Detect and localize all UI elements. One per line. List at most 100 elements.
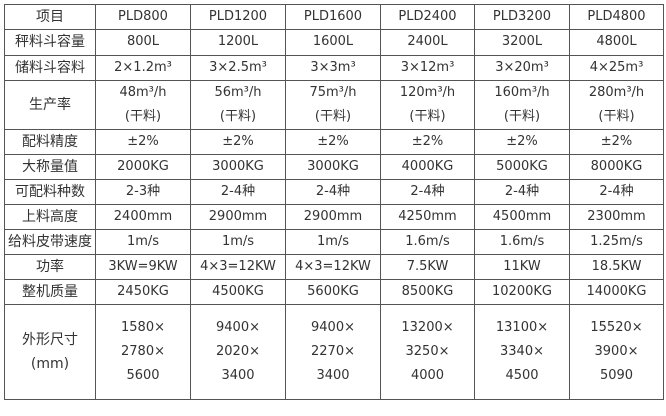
table-cell: 56m³/h (干料) xyxy=(190,80,286,130)
row-label: 储料斗容料 xyxy=(4,55,96,81)
table-cell: 2-4种 xyxy=(569,179,664,205)
table-cell: 11KW xyxy=(474,254,570,280)
row-label: 功率 xyxy=(4,254,96,280)
table-cell: 4800L xyxy=(569,29,664,56)
table-cell: 1200L xyxy=(190,29,286,56)
table-cell: 4×3=12KW xyxy=(285,254,381,280)
row-label: 秤料斗容量 xyxy=(4,29,96,56)
table-cell: 3200L xyxy=(474,29,570,56)
table-cell: 2300mm xyxy=(569,204,664,230)
header-row: 项目 PLD800 PLD1200 PLD1600 PLD2400 PLD320… xyxy=(4,4,664,30)
table-cell: 2000KG xyxy=(95,154,191,180)
table-cell: 10200KG xyxy=(474,279,570,305)
table-cell: 2900mm xyxy=(190,204,286,230)
table-cell: ±2% xyxy=(190,129,286,155)
table-row: 大称量值 2000KG 3000KG 3000KG 4000KG 5000KG 8000KG xyxy=(4,154,664,180)
table-cell: 4500mm xyxy=(474,204,570,230)
row-label: 整机质量 xyxy=(4,279,96,305)
table-cell: 4×3=12KW xyxy=(190,254,286,280)
table-cell: 3000KG xyxy=(190,154,286,180)
header-cell: PLD800 xyxy=(95,4,191,30)
table-cell: 3×3m³ xyxy=(285,55,381,81)
header-cell: PLD4800 xyxy=(569,4,664,30)
table-cell: 5600KG xyxy=(285,279,381,305)
table-cell: 8000KG xyxy=(569,154,664,180)
table-cell: 4500KG xyxy=(190,279,286,305)
spec-table: 项目 PLD800 PLD1200 PLD1600 PLD2400 PLD320… xyxy=(4,4,664,400)
table-row: 可配料种数 2-3种 2-4种 2-4种 2-4种 2-4种 2-4种 xyxy=(4,179,664,205)
cell-line: 4500 xyxy=(505,368,539,383)
table-cell: 2-4种 xyxy=(380,179,475,205)
table-row: 上料高度 2400mm 2900mm 2900mm 4250mm 4500mm 2300mm xyxy=(4,204,664,230)
cell-line: 3400 xyxy=(316,368,350,383)
cell-line: 9400× xyxy=(216,320,260,335)
table-cell: 1m/s xyxy=(190,229,286,255)
table-cell: 2900mm xyxy=(285,204,381,230)
table-cell: 7.5KW xyxy=(380,254,475,280)
cell-line: 48m³/h xyxy=(119,85,167,100)
table-cell: 2400mm xyxy=(95,204,191,230)
table-cell: 1.6m/s xyxy=(380,229,475,255)
table-cell: 2×1.2m³ xyxy=(95,55,191,81)
table-cell: 3000KG xyxy=(285,154,381,180)
table-row: 秤料斗容量 800L 1200L 1600L 2400L 3200L 4800L xyxy=(4,29,664,56)
table-cell: 9400× 2020× 3400 xyxy=(190,304,286,400)
cell-line: 5600 xyxy=(126,368,160,383)
cell-line: 5090 xyxy=(599,368,634,383)
spec-table-body: 项目 PLD800 PLD1200 PLD1600 PLD2400 PLD320… xyxy=(4,4,664,400)
table-cell: 9400× 2270× 3400 xyxy=(285,304,381,400)
table-row: 生产率 48m³/h (干料) 56m³/h (干料) 75m³/h (干料) 120m³/h… xyxy=(4,80,664,130)
row-label: 外形尺寸 (mm) xyxy=(4,304,96,400)
table-cell: 18.5KW xyxy=(569,254,664,280)
table-cell: 3×12m³ xyxy=(380,55,475,81)
table-cell: 2-4种 xyxy=(474,179,570,205)
table-cell: 4000KG xyxy=(380,154,475,180)
cell-line: 9400× xyxy=(311,320,355,335)
table-row: 配料精度 ±2% ±2% ±2% ±2% ±2% ±2% xyxy=(4,129,664,155)
row-label: 配料精度 xyxy=(4,129,96,155)
cell-line: 2270× xyxy=(311,344,355,359)
cell-line: (干料) xyxy=(503,109,541,124)
table-cell: 280m³/h (干料) xyxy=(569,80,664,130)
table-cell: 3KW=9KW xyxy=(95,254,191,280)
cell-line: 75m³/h xyxy=(309,85,357,100)
table-cell: 75m³/h (干料) xyxy=(285,80,381,130)
table-row: 整机质量 2450KG 4500KG 5600KG 8500KG 10200KG 14000… xyxy=(4,279,664,305)
table-cell: 120m³/h (干料) xyxy=(380,80,475,130)
cell-line: 15520× xyxy=(590,320,643,335)
cell-line: 4000 xyxy=(410,368,445,383)
cell-line: 2020× xyxy=(216,344,260,359)
cell-line: 280m³/h xyxy=(588,85,645,100)
table-cell: 13200× 3250× 4000 xyxy=(380,304,475,400)
cell-line: 3400 xyxy=(221,368,255,383)
table-cell: 1m/s xyxy=(95,229,191,255)
cell-line: 160m³/h xyxy=(494,85,550,100)
cell-line: (干料) xyxy=(219,109,257,124)
cell-line: 外形尺寸 xyxy=(22,332,78,348)
row-label: 上料高度 xyxy=(4,204,96,230)
table-cell: 5000KG xyxy=(474,154,570,180)
row-label: 可配料种数 xyxy=(4,179,96,205)
table-cell: 2-3种 xyxy=(95,179,191,205)
row-label: 大称量值 xyxy=(4,154,96,180)
cell-line: (干料) xyxy=(314,109,352,124)
table-row: 外形尺寸 (mm) 1580× 2780× 5600 9400× 2020× 3400 9400… xyxy=(4,304,664,400)
table-cell: 1m/s xyxy=(285,229,381,255)
table-cell: 2-4种 xyxy=(190,179,286,205)
table-cell: 3×20m³ xyxy=(474,55,570,81)
cell-line: 56m³/h xyxy=(214,85,262,100)
table-cell: 1580× 2780× 5600 xyxy=(95,304,191,400)
table-cell: 2400L xyxy=(380,29,475,56)
header-cell: PLD3200 xyxy=(474,4,570,30)
table-cell: 13100× 3340× 4500 xyxy=(474,304,570,400)
cell-line: 1580× xyxy=(121,320,165,335)
header-cell: PLD1600 xyxy=(285,4,381,30)
cell-line: (干料) xyxy=(409,109,446,124)
header-cell: PLD1200 xyxy=(190,4,286,30)
table-cell: 2450KG xyxy=(95,279,191,305)
table-cell: 8500KG xyxy=(380,279,475,305)
table-cell: 800L xyxy=(95,29,191,56)
cell-line: 2780× xyxy=(121,344,165,359)
row-label: 给料皮带速度 xyxy=(4,229,96,255)
table-cell: 2-4种 xyxy=(285,179,381,205)
